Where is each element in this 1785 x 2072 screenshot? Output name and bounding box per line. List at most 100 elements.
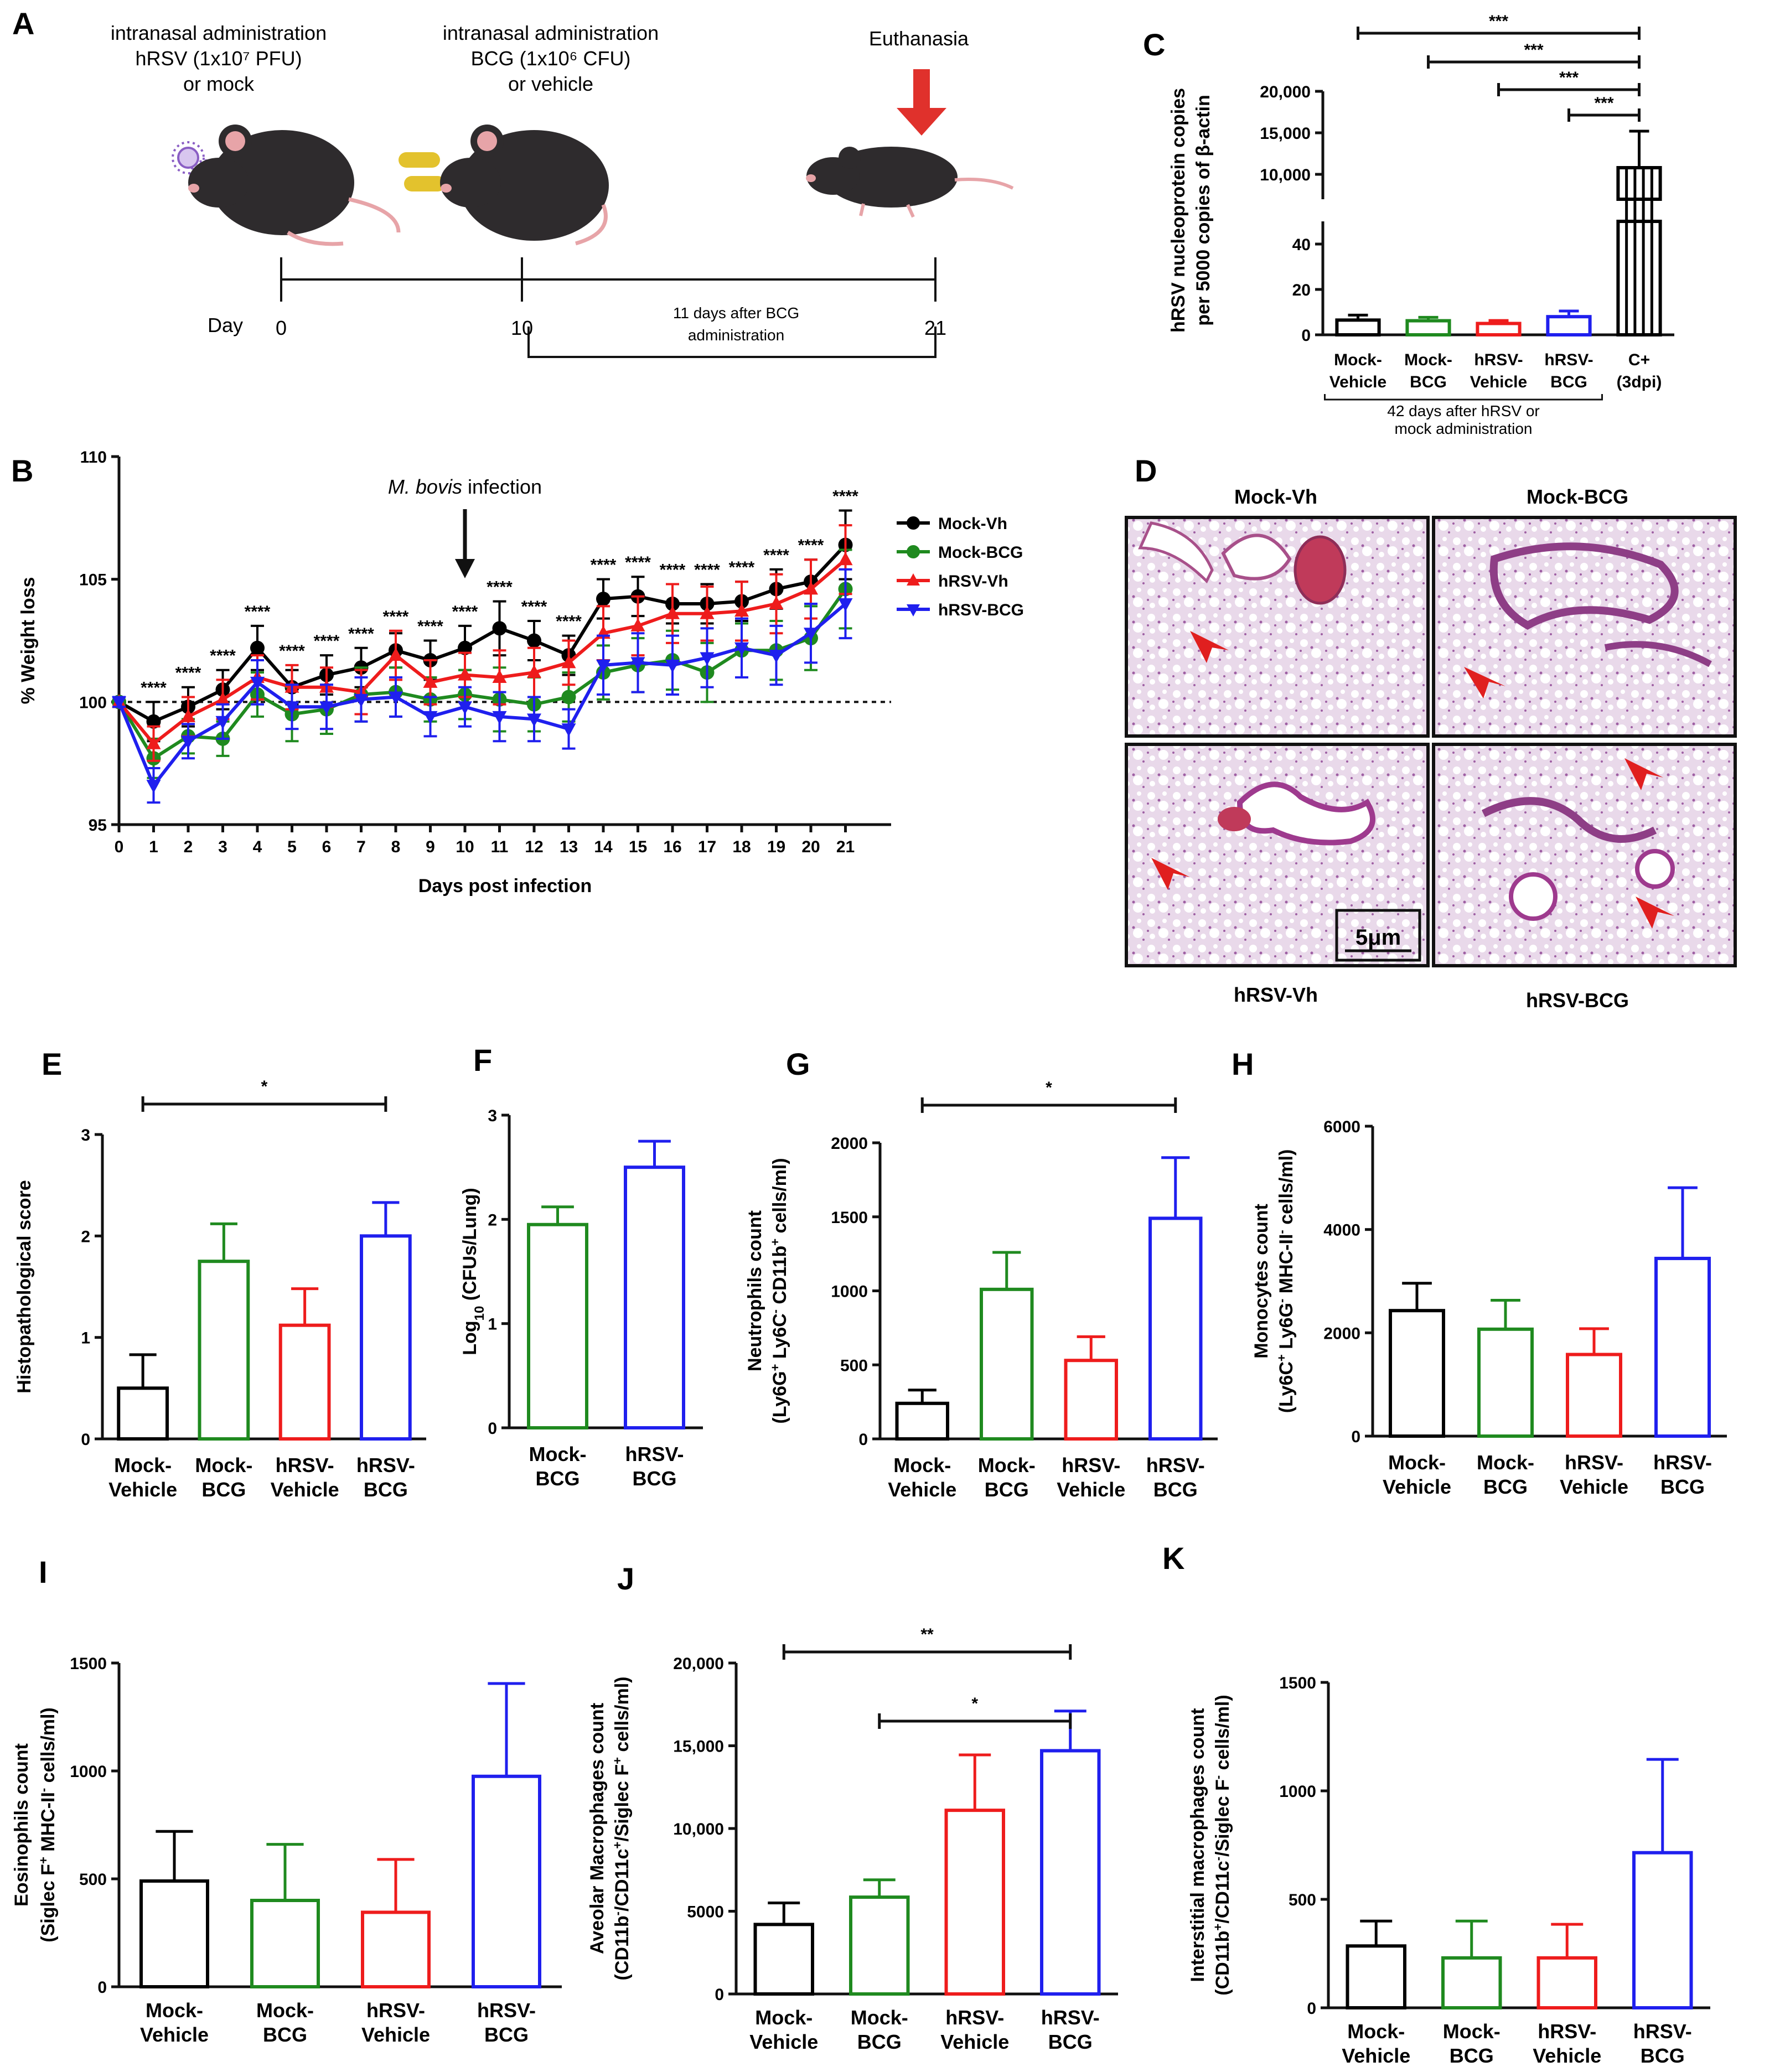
x-tick-label: 15	[629, 838, 647, 856]
y-axis-label-line2: per 5000 copies of β-actin	[1193, 95, 1214, 326]
y-tick-label: 1	[488, 1315, 497, 1334]
category-label: Vehicle	[1470, 373, 1527, 391]
y-tick-label: 3	[81, 1126, 90, 1144]
y-tick-label: 2000	[1323, 1324, 1360, 1343]
y-tick-label: 0	[1307, 2000, 1316, 2018]
panel-k: K Interstitial macrophages count (CD11b+/C…	[1162, 1541, 1710, 2067]
significance-label: ****	[383, 608, 409, 626]
category-label: BCG	[1641, 2044, 1685, 2067]
histology-label-hrsv-bcg: hRSV-BCG	[1526, 989, 1629, 1012]
category-label: BCG	[364, 1478, 408, 1501]
significance-label: ****	[556, 613, 582, 631]
panel-letter: G	[786, 1047, 810, 1081]
y-tick-label: 1500	[70, 1655, 107, 1673]
y-tick-label: 2	[488, 1211, 497, 1229]
category-label: Vehicle	[1342, 2044, 1410, 2067]
x-tick-label: 19	[767, 838, 785, 856]
category-label: BCG	[1660, 1475, 1705, 1498]
data-point	[215, 691, 230, 705]
category-label: BCG	[484, 2023, 529, 2046]
data-point	[630, 657, 645, 671]
y-axis-label-line2: (Ly6G+ Ly6C- CD11b+ cells/ml)	[768, 1158, 791, 1423]
y-tick-label: 500	[79, 1871, 107, 1889]
category-label: Vehicle	[888, 1478, 956, 1501]
y-tick-label: 500	[1289, 1891, 1316, 1909]
significance-label: ****	[175, 664, 201, 682]
data-point	[838, 552, 853, 566]
category-label: Mock-	[529, 1443, 586, 1465]
bar	[472, 1774, 541, 1988]
category-label: Mock-	[1443, 2020, 1501, 2043]
footnote-line2: mock administration	[1395, 420, 1533, 437]
bar	[527, 1223, 588, 1429]
bar	[624, 1166, 685, 1430]
category-label: hRSV-	[1633, 2020, 1692, 2043]
bar	[1536, 1956, 1597, 2010]
y-axis-label-sup: +	[1275, 1354, 1289, 1361]
panel-letter: J	[617, 1561, 634, 1596]
infection-annotation-text: infection	[462, 475, 542, 498]
y-tick-label: 1	[81, 1329, 90, 1348]
y-tick-label: 2	[81, 1227, 90, 1246]
data-point	[734, 642, 749, 656]
panel-letter: B	[11, 453, 33, 488]
panel-letter: E	[42, 1047, 62, 1081]
y-axis-label-line2: (Ly6C+ Ly6G- MHC-II- cells/ml)	[1275, 1149, 1297, 1413]
panel-letter-d: D	[1135, 453, 1157, 488]
histology-label-mock-vh: Mock-Vh	[1234, 485, 1317, 508]
y-tick-label: 1000	[1279, 1783, 1316, 1801]
x-tick-label: 6	[322, 838, 332, 856]
significance-label: ****	[487, 578, 513, 597]
category-label: Vehicle	[271, 1478, 339, 1501]
data-point	[630, 618, 645, 631]
category-label: BCG	[985, 1478, 1029, 1501]
data-point	[492, 711, 507, 724]
data-point	[250, 676, 265, 690]
step2-line1: intranasal administration	[443, 22, 659, 44]
data-point	[804, 628, 818, 641]
category-label: Mock-	[978, 1454, 1036, 1477]
scale-bar-label: 5μm	[1355, 925, 1401, 950]
data-point	[458, 640, 472, 655]
y-axis-label-sup: -	[37, 1788, 50, 1792]
data-point	[423, 674, 438, 688]
significance-label: ****	[798, 536, 824, 555]
data-point	[700, 652, 715, 666]
data-point	[423, 711, 438, 724]
category-label: Mock-	[1347, 2020, 1405, 2043]
category-label: Mock-	[851, 2006, 908, 2029]
significance-label: ****	[348, 625, 374, 643]
x-tick-label: 17	[698, 838, 716, 856]
step1-line1: intranasal administration	[111, 22, 327, 44]
category-label: Mock-	[1388, 1451, 1446, 1474]
category-label: BCG	[1410, 373, 1447, 391]
category-label: hRSV-	[1062, 1454, 1120, 1477]
data-point	[181, 735, 195, 749]
category-label: Vehicle	[361, 2023, 430, 2046]
y-axis-label-part: cells/ml)	[1212, 1695, 1233, 1775]
y-tick-label: 5000	[687, 1903, 724, 1921]
series-line	[117, 588, 847, 761]
category-label: Vehicle	[940, 2030, 1009, 2053]
y-tick-label: 20	[1292, 281, 1311, 299]
data-point	[838, 598, 853, 612]
panel-c: C 0 20 40 10,000 15,000 20,000 hRSV nucleoprote…	[1143, 12, 1674, 437]
bar	[1405, 319, 1451, 337]
y-axis-label-part: Ly6G	[1276, 1303, 1297, 1354]
significance-label: ****	[521, 598, 547, 616]
bar	[1346, 1944, 1406, 2010]
data-point	[769, 650, 784, 664]
category-label: BCG	[1550, 373, 1587, 391]
bar	[1476, 322, 1522, 336]
lesion-arrow-3	[1151, 858, 1190, 890]
x-tick-label: 12	[525, 838, 543, 856]
bar	[117, 1386, 169, 1441]
category-label: Vehicle	[1057, 1478, 1125, 1501]
mouse-icon-2	[440, 125, 609, 246]
y-tick-label: 1500	[1279, 1674, 1316, 1692]
y-axis-label-sup: -	[610, 1912, 624, 1915]
